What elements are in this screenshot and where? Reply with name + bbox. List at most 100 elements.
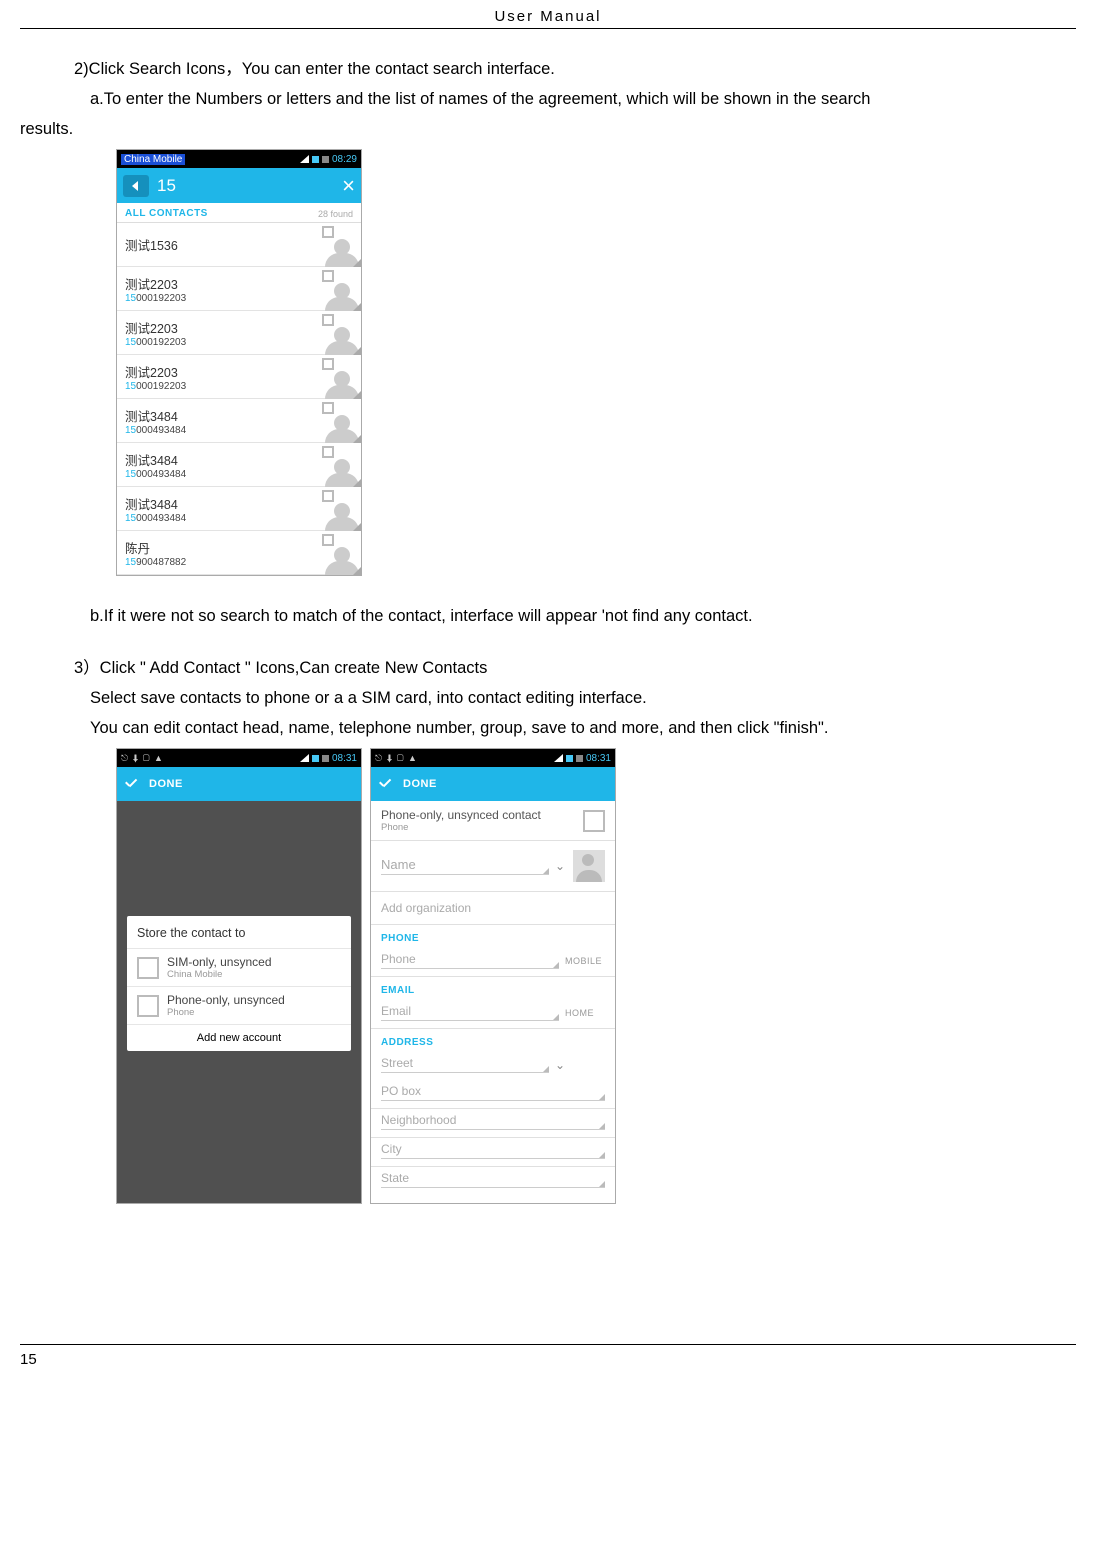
chevron-down-icon[interactable]: ⌄ (555, 1058, 567, 1072)
name-field[interactable]: Name (381, 857, 549, 875)
contact-row[interactable]: 测试348415000493484 (117, 399, 361, 443)
pobox-placeholder: PO box (381, 1084, 421, 1098)
done-label: DONE (149, 778, 183, 790)
contact-row[interactable]: 测试348415000493484 (117, 487, 361, 531)
avatar-icon[interactable] (573, 850, 605, 882)
screenshot-search: China Mobile 08:29 15 × ALL CONTACTS 28 … (116, 149, 362, 576)
contact-name: 测试3484 (125, 406, 319, 425)
checkbox-icon[interactable] (322, 534, 334, 546)
done-bar[interactable]: DONE (371, 767, 615, 801)
checkbox-icon[interactable] (322, 226, 334, 238)
screenshot-store: ⎋ ⬇ ▢ ▲ 08:31 DONE Store the contact to (116, 748, 362, 1204)
phone-section-label: PHONE (371, 925, 615, 948)
status-bar: China Mobile 08:29 (117, 150, 361, 168)
status-bar: ⎋ ⬇ ▢ ▲ 08:31 (371, 749, 615, 767)
sim-card-icon (137, 957, 159, 979)
phone-storage-icon (137, 995, 159, 1017)
sim2-icon (576, 755, 583, 762)
checkbox-icon[interactable] (322, 314, 334, 326)
name-placeholder: Name (381, 857, 416, 872)
close-icon[interactable]: × (342, 173, 355, 199)
contact-name: 测试3484 (125, 450, 319, 469)
account-sub: Phone (381, 822, 575, 833)
contact-row[interactable]: 测试220315000192203 (117, 267, 361, 311)
phone-type[interactable]: MOBILE (565, 956, 605, 966)
status-icons: ⎋ ⬇ ▢ ▲ (375, 753, 418, 764)
option-main: SIM-only, unsynced (167, 955, 341, 969)
signal-icon (300, 754, 309, 762)
back-icon[interactable] (123, 175, 149, 197)
state-field[interactable]: State (381, 1171, 605, 1188)
checkbox-icon[interactable] (322, 270, 334, 282)
done-label: DONE (403, 778, 437, 790)
contact-name: 测试2203 (125, 318, 319, 337)
status-icons: ⎋ ⬇ ▢ ▲ (121, 753, 164, 764)
sim2-icon (322, 755, 329, 762)
check-icon (377, 775, 395, 793)
tab-all-contacts[interactable]: ALL CONTACTS (125, 208, 208, 219)
phone-field[interactable]: Phone (381, 952, 559, 969)
contact-number: 15000192203 (125, 293, 319, 304)
checkbox-icon[interactable] (322, 490, 334, 502)
city-field[interactable]: City (381, 1142, 605, 1159)
state-placeholder: State (381, 1171, 409, 1185)
screenshot-edit: ⎋ ⬇ ▢ ▲ 08:31 DONE Phone-only, unsynced … (370, 748, 616, 1204)
contact-number: 15000493484 (125, 513, 319, 524)
sim-icon (312, 755, 319, 762)
add-account-button[interactable]: Add new account (127, 1024, 351, 1051)
contact-row[interactable]: 陈丹15900487882 (117, 531, 361, 575)
contact-row[interactable]: 测试220315000192203 (117, 355, 361, 399)
signal-icon (554, 754, 563, 762)
email-placeholder: Email (381, 1004, 411, 1018)
contact-row[interactable]: 测试220315000192203 (117, 311, 361, 355)
tabs-row: ALL CONTACTS 28 found (117, 203, 361, 223)
page-number: 15 (20, 1351, 1096, 1368)
checkbox-icon[interactable] (322, 402, 334, 414)
checkbox-icon[interactable] (322, 358, 334, 370)
neighborhood-placeholder: Neighborhood (381, 1113, 456, 1127)
signal-icon (300, 155, 309, 163)
sim-icon (566, 755, 573, 762)
contact-row[interactable]: 测试1536 (117, 223, 361, 267)
contact-row[interactable]: 测试348415000493484 (117, 443, 361, 487)
contact-name: 测试1536 (125, 235, 319, 254)
store-dialog: Store the contact to SIM-only, unsynced … (127, 916, 351, 1051)
search-query[interactable]: 15 (157, 176, 342, 196)
street-placeholder: Street (381, 1056, 413, 1070)
option-main: Phone-only, unsynced (167, 993, 341, 1007)
carrier-label: China Mobile (121, 154, 185, 165)
email-field[interactable]: Email (381, 1004, 559, 1021)
paragraph-2b: b.If it were not so search to match of t… (90, 602, 1076, 630)
contact-number: 15000493484 (125, 469, 319, 480)
account-type: Phone-only, unsynced contact (381, 808, 575, 822)
search-bar: 15 × (117, 168, 361, 203)
clock: 08:31 (332, 753, 357, 764)
contact-number: 15000192203 (125, 381, 319, 392)
neighborhood-field[interactable]: Neighborhood (381, 1113, 605, 1130)
contact-name: 测试2203 (125, 362, 319, 381)
email-section-label: EMAIL (371, 977, 615, 1000)
store-option-phone[interactable]: Phone-only, unsynced Phone (127, 986, 351, 1024)
chevron-down-icon[interactable]: ⌄ (555, 859, 567, 873)
phone-storage-icon (583, 810, 605, 832)
paragraph-2a-cont: results. (20, 115, 1076, 143)
done-bar[interactable]: DONE (117, 767, 361, 801)
street-field[interactable]: Street (381, 1056, 549, 1073)
contact-name: 测试3484 (125, 494, 319, 513)
contact-name: 陈丹 (125, 538, 319, 557)
paragraph-2: 2)Click Search Icons，You can enter the c… (74, 55, 1076, 83)
contact-name: 测试2203 (125, 274, 319, 293)
email-type[interactable]: HOME (565, 1008, 605, 1018)
contact-number: 15000192203 (125, 337, 319, 348)
store-option-sim[interactable]: SIM-only, unsynced China Mobile (127, 948, 351, 986)
city-placeholder: City (381, 1142, 402, 1156)
clock: 08:31 (586, 753, 611, 764)
contact-list: 测试1536测试220315000192203测试220315000192203… (117, 223, 361, 575)
checkbox-icon[interactable] (322, 446, 334, 458)
address-section-label: ADDRESS (371, 1029, 615, 1052)
clock: 08:29 (332, 154, 357, 165)
pobox-field[interactable]: PO box (381, 1084, 605, 1101)
found-count: 28 found (318, 209, 353, 219)
status-bar: ⎋ ⬇ ▢ ▲ 08:31 (117, 749, 361, 767)
add-organization[interactable]: Add organization (371, 892, 615, 925)
